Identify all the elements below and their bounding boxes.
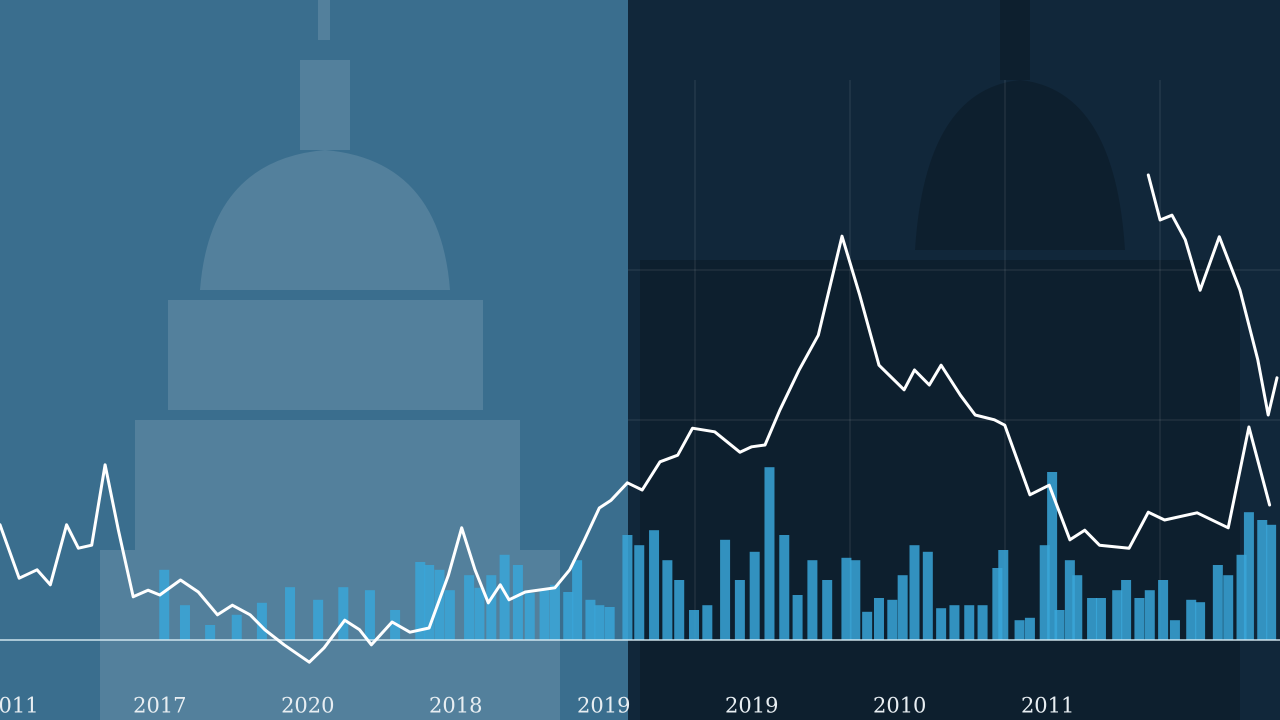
bar	[862, 611, 873, 640]
bar	[734, 580, 745, 640]
bar	[285, 587, 296, 640]
bar	[897, 575, 908, 640]
bar	[1134, 598, 1145, 640]
line	[1146, 173, 1279, 417]
decor-grid	[628, 80, 1280, 640]
bar	[1186, 599, 1197, 640]
x-tick-label: 2011	[0, 694, 39, 718]
bar	[1112, 590, 1123, 640]
bar	[1054, 610, 1065, 640]
bar	[822, 580, 833, 640]
bar	[1223, 575, 1234, 640]
lines	[0, 173, 1279, 664]
bar	[1266, 524, 1277, 640]
bar	[887, 599, 898, 640]
bar	[474, 587, 485, 640]
bar	[424, 565, 435, 640]
bar	[499, 554, 510, 640]
bar	[807, 560, 818, 640]
bar	[977, 605, 988, 640]
bar	[720, 539, 731, 640]
bar	[992, 568, 1003, 640]
bar	[604, 607, 615, 640]
bar	[622, 535, 633, 640]
bar	[205, 625, 216, 640]
bar	[1169, 620, 1180, 640]
bar	[792, 595, 803, 640]
bar	[949, 605, 960, 640]
bar	[585, 599, 596, 640]
x-tick-label: 2011	[1021, 694, 1074, 718]
bar	[364, 590, 375, 640]
line	[0, 234, 1272, 664]
bar	[662, 560, 673, 640]
bar	[444, 590, 455, 640]
bar	[512, 565, 523, 640]
bar	[1236, 554, 1247, 640]
bar	[486, 575, 497, 640]
x-ticks: 2011 2017 2020 2018 2019 2019 2010 2011	[0, 694, 1074, 718]
bar	[1024, 617, 1035, 640]
bar	[841, 557, 852, 640]
capitol-shadow	[640, 0, 1240, 720]
bar	[1039, 545, 1050, 640]
bar	[909, 545, 920, 640]
bar	[1087, 598, 1098, 640]
bar	[873, 598, 884, 640]
bar	[549, 584, 560, 640]
bar	[1195, 602, 1206, 640]
x-tick-label: 2019	[577, 694, 630, 718]
bar	[1014, 620, 1025, 640]
bar	[256, 602, 267, 640]
bar	[1072, 575, 1083, 640]
bar	[689, 610, 700, 640]
bar	[313, 599, 324, 640]
bar	[1257, 520, 1268, 640]
bar	[936, 608, 947, 640]
bar	[850, 560, 861, 640]
bar	[1144, 590, 1155, 640]
bar	[434, 569, 445, 640]
bar	[964, 605, 975, 640]
bar	[594, 605, 605, 640]
bar	[1064, 560, 1075, 640]
bar	[539, 590, 550, 640]
bar	[231, 614, 242, 640]
bar	[338, 587, 349, 640]
bar	[1121, 580, 1132, 640]
x-tick-label: 2017	[133, 694, 186, 718]
bar	[649, 530, 660, 640]
bar	[922, 551, 933, 640]
x-tick-label: 2019	[725, 694, 778, 718]
bars	[159, 467, 1277, 640]
bar	[749, 551, 760, 640]
x-tick-label: 2018	[429, 694, 482, 718]
bar	[415, 562, 426, 640]
x-tick-label: 2010	[873, 694, 926, 718]
bar	[702, 605, 713, 640]
bar	[779, 535, 790, 640]
bar	[1243, 512, 1254, 640]
bar	[764, 467, 775, 640]
bar	[524, 593, 535, 640]
bar	[563, 592, 574, 640]
bar	[179, 605, 190, 640]
capitol-silhouette	[100, 0, 560, 720]
bar	[159, 569, 170, 640]
bar	[998, 550, 1009, 640]
bar	[1158, 580, 1169, 640]
x-tick-label: 2020	[281, 694, 334, 718]
bar	[464, 575, 475, 640]
bar	[1212, 565, 1223, 640]
bar	[572, 560, 583, 640]
bar	[1095, 598, 1106, 640]
bar	[1047, 472, 1058, 640]
bar	[634, 545, 645, 640]
bar	[674, 580, 685, 640]
